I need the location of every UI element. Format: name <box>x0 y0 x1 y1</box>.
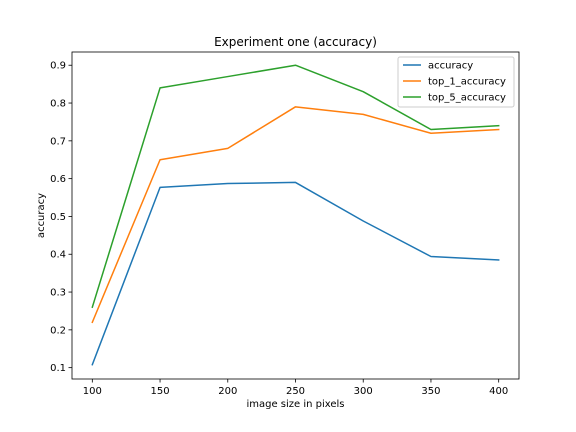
series-layer <box>91 64 500 366</box>
y-tick-label: 0.3 <box>50 288 66 299</box>
y-tick-label: 0.6 <box>50 174 66 185</box>
y-tick-label: 0.2 <box>50 325 66 336</box>
y-tick-label: 0.9 <box>50 61 66 72</box>
series-line-top-1-accuracy <box>91 106 500 324</box>
y-axis: 0.1 0.2 0.3 0.4 0.5 0.6 0.7 0.8 0.9 <box>50 61 72 374</box>
y-tick-label: 0.1 <box>50 363 66 374</box>
legend-label: accuracy <box>428 61 473 72</box>
legend-label: top_1_accuracy <box>428 77 506 88</box>
series-line-accuracy <box>91 181 500 366</box>
legend-label: top_5_accuracy <box>428 93 506 104</box>
series-line-top-5-accuracy <box>91 64 500 309</box>
x-axis: 100 150 200 250 300 350 400 <box>83 379 508 397</box>
y-tick-label: 0.7 <box>50 136 66 147</box>
y-axis-label: accuracy <box>36 193 47 238</box>
x-tick-label: 250 <box>286 386 305 397</box>
legend-items: accuracy top_1_accuracy top_5_accuracy <box>403 61 506 104</box>
y-tick-label: 0.4 <box>50 250 66 261</box>
x-tick-label: 150 <box>150 386 169 397</box>
legend: accuracy top_1_accuracy top_5_accuracy <box>397 56 515 108</box>
y-tick-label: 0.8 <box>50 99 66 110</box>
chart-title: Experiment one (accuracy) <box>214 35 377 49</box>
x-tick-label: 300 <box>354 386 373 397</box>
x-tick-label: 100 <box>83 386 102 397</box>
x-tick-label: 350 <box>421 386 440 397</box>
x-axis-label: image size in pixels <box>246 399 344 410</box>
x-tick-label: 400 <box>489 386 508 397</box>
x-tick-label: 200 <box>218 386 237 397</box>
legend-box <box>397 56 515 108</box>
y-tick-label: 0.5 <box>50 212 66 223</box>
